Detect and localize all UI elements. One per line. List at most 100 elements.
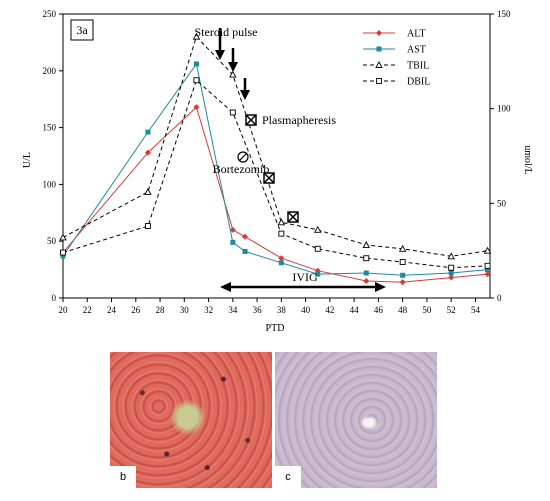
photo-label-b: b bbox=[110, 466, 136, 488]
dbil-point bbox=[229, 109, 236, 116]
ast-point bbox=[278, 260, 284, 266]
alt-point bbox=[363, 277, 370, 284]
x-tick-label: 24 bbox=[107, 305, 117, 315]
x-tick-label: 40 bbox=[301, 305, 311, 315]
histology-image-immunostain: c bbox=[275, 352, 437, 488]
tbil-line bbox=[62, 35, 488, 257]
right-tick-label: 0 bbox=[497, 293, 502, 303]
ast-point bbox=[60, 253, 66, 259]
x-tick-label: 22 bbox=[83, 305, 92, 315]
x-axis-ticks: 20 22 24 26 28 30 32 34 36 38 40 42 44 46 48 50 52 54 bbox=[59, 298, 481, 315]
x-tick-label: 50 bbox=[422, 305, 432, 315]
series-dbil bbox=[60, 77, 491, 271]
ast-point bbox=[230, 239, 236, 245]
alt-point bbox=[193, 104, 200, 111]
ast-point bbox=[363, 270, 369, 276]
legend-marker-ast bbox=[376, 46, 382, 52]
alt-point bbox=[448, 274, 455, 281]
left-tick-label: 0 bbox=[52, 293, 57, 303]
left-axis-ticks: 0 50 100 150 200 250 bbox=[43, 9, 63, 303]
tbil-point bbox=[398, 244, 407, 252]
legend-marker-tbil bbox=[375, 61, 383, 68]
legend-marker-alt bbox=[376, 30, 382, 36]
ast-line bbox=[62, 62, 488, 276]
series-ast bbox=[60, 61, 491, 278]
dbil-point bbox=[363, 255, 370, 262]
right-tick-label: 100 bbox=[497, 104, 511, 114]
ast-point bbox=[242, 248, 248, 254]
alt-point bbox=[484, 271, 491, 278]
alt-point bbox=[144, 149, 151, 156]
dbil-line bbox=[62, 79, 488, 269]
ast-point bbox=[400, 272, 406, 278]
x-tick-label: 30 bbox=[180, 305, 190, 315]
dbil-point bbox=[278, 230, 285, 237]
plasmapheresis-label: Plasmapheresis bbox=[262, 113, 336, 127]
x-tick-label: 48 bbox=[398, 305, 408, 315]
legend-label-alt: ALT bbox=[407, 29, 426, 40]
x-tick-label: 44 bbox=[350, 305, 360, 315]
x-tick-label: 34 bbox=[228, 305, 238, 315]
series-layer bbox=[59, 32, 492, 286]
dbil-point bbox=[448, 264, 455, 271]
x-tick-label: 26 bbox=[131, 305, 141, 315]
panel-label: 3a bbox=[76, 23, 88, 37]
alt-point bbox=[278, 255, 285, 262]
steroid-pulse-label: Steroid pulse bbox=[195, 25, 258, 39]
x-tick-label: 46 bbox=[374, 305, 384, 315]
legend: ALT AST TBIL DBIL bbox=[363, 29, 430, 88]
legend-label-tbil: TBIL bbox=[407, 61, 429, 72]
series-tbil bbox=[59, 32, 492, 260]
panel-label-box bbox=[70, 19, 94, 41]
right-axis-label: umol/L bbox=[522, 145, 533, 174]
alt-point bbox=[399, 279, 406, 286]
left-tick-label: 200 bbox=[43, 66, 57, 76]
x-tick-label: 52 bbox=[447, 305, 456, 315]
ast-point bbox=[448, 270, 454, 276]
dbil-point bbox=[193, 77, 200, 84]
legend-label-ast: AST bbox=[407, 45, 426, 56]
left-tick-label: 150 bbox=[43, 123, 57, 133]
alt-line bbox=[62, 106, 488, 283]
tbil-point bbox=[144, 188, 152, 195]
x-tick-label: 38 bbox=[277, 305, 287, 315]
dbil-point bbox=[399, 259, 406, 265]
plasmapheresis-icons bbox=[245, 114, 299, 223]
tbil-point bbox=[483, 246, 492, 254]
histology-image-he-stain: b bbox=[110, 352, 272, 488]
x-tick-label: 28 bbox=[156, 305, 166, 315]
bortezomib-icon bbox=[237, 151, 249, 163]
bortezomib-label: Bortezomib bbox=[213, 162, 270, 176]
dbil-point bbox=[144, 223, 151, 230]
alt-point bbox=[229, 226, 236, 233]
x-axis-label: PTD bbox=[266, 323, 285, 334]
tbil-point bbox=[192, 32, 201, 40]
x-tick-label: 20 bbox=[59, 305, 69, 315]
dbil-point bbox=[60, 249, 66, 256]
series-alt bbox=[60, 104, 491, 286]
left-tick-label: 50 bbox=[47, 236, 57, 246]
x-tick-label: 42 bbox=[325, 305, 334, 315]
liver-function-chart: 3a 20 22 24 26 28 30 32 34 36 38 40 42 44 46 48 50 52 54 … bbox=[22, 9, 533, 334]
steroid-arrows bbox=[215, 28, 250, 100]
tbil-point bbox=[447, 252, 455, 260]
legend-label-dbil: DBIL bbox=[407, 77, 430, 88]
right-tick-label: 50 bbox=[497, 198, 507, 208]
x-tick-label: 32 bbox=[204, 305, 213, 315]
x-tick-label: 36 bbox=[253, 305, 263, 315]
left-tick-label: 250 bbox=[43, 9, 57, 19]
legend-marker-dbil bbox=[376, 78, 382, 84]
ast-point bbox=[315, 271, 321, 277]
tbil-point bbox=[229, 70, 237, 78]
ast-point bbox=[145, 129, 151, 135]
ast-point bbox=[193, 61, 199, 67]
left-tick-label: 100 bbox=[43, 179, 57, 189]
tbil-point bbox=[362, 241, 371, 248]
ast-point bbox=[485, 267, 491, 273]
right-tick-label: 150 bbox=[497, 9, 511, 19]
alt-point bbox=[241, 233, 248, 240]
right-axis-ticks: 0 50 100 150 bbox=[490, 9, 511, 303]
dbil-point bbox=[314, 245, 321, 252]
x-tick-label: 54 bbox=[471, 305, 481, 315]
ivig-label: IVIG bbox=[292, 270, 318, 284]
